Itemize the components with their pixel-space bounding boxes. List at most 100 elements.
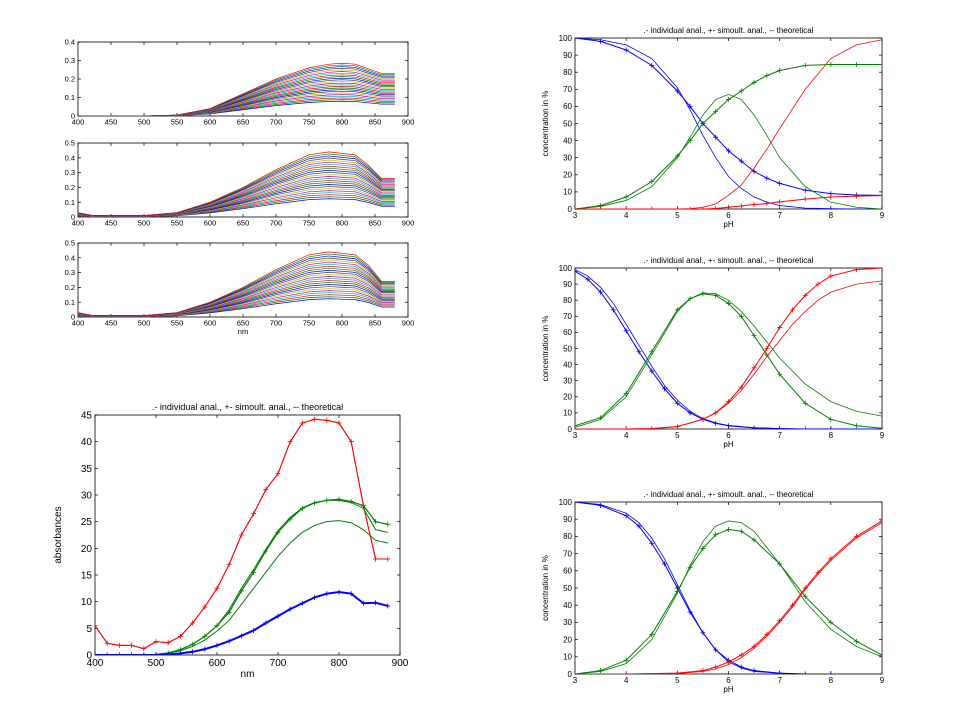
data-point-red bbox=[802, 292, 808, 298]
x-tick-label: 8 bbox=[829, 431, 834, 440]
data-point-blue bbox=[636, 349, 642, 355]
data-point-blue bbox=[802, 187, 808, 193]
y-tick-label: 70 bbox=[563, 85, 572, 94]
data-point-blue bbox=[373, 600, 379, 606]
y-tick-label: 0 bbox=[71, 112, 75, 121]
data-point-green bbox=[777, 371, 783, 377]
data-point-green bbox=[348, 498, 354, 504]
y-tick-label: 50 bbox=[563, 584, 572, 593]
y-tick-label: 0 bbox=[86, 651, 92, 662]
series-line-red-1 bbox=[95, 418, 388, 650]
data-point-green bbox=[700, 121, 706, 126]
data-point-green bbox=[700, 545, 706, 551]
y-tick-label: 40 bbox=[563, 601, 572, 610]
x-tick-label: 900 bbox=[392, 658, 409, 669]
data-point-red bbox=[879, 193, 882, 199]
x-tick-label: 600 bbox=[204, 319, 217, 328]
data-point-blue bbox=[324, 591, 330, 597]
y-tick-label: 0 bbox=[568, 670, 573, 679]
y-tick-label: 90 bbox=[563, 515, 572, 524]
x-tick-label: 450 bbox=[105, 118, 118, 127]
x-tick-label: 700 bbox=[270, 118, 283, 127]
data-point-red bbox=[764, 201, 770, 207]
plot-area bbox=[78, 151, 395, 217]
y-tick-label: 60 bbox=[563, 567, 572, 576]
data-point-green bbox=[336, 496, 342, 502]
data-point-blue bbox=[777, 180, 783, 186]
spectra-panel-1: 400 450 500 550 600 650 700 750 800 850 900 0 0.1 0.2… bbox=[65, 38, 415, 127]
data-point-green bbox=[738, 313, 744, 319]
y-tick-label: 20 bbox=[81, 544, 93, 555]
data-point-blue bbox=[141, 652, 147, 655]
y-tick-label: 10 bbox=[563, 653, 572, 662]
x-tick-label: 5 bbox=[675, 431, 680, 440]
data-point-red bbox=[802, 196, 808, 202]
data-point-blue bbox=[828, 671, 834, 674]
y-tick-label: 0.2 bbox=[65, 75, 75, 84]
data-point-red bbox=[751, 202, 757, 208]
data-point-blue bbox=[649, 62, 655, 68]
spectrum-curve bbox=[78, 251, 395, 316]
data-point-green bbox=[802, 400, 808, 406]
data-point-blue bbox=[263, 620, 269, 626]
data-point-blue bbox=[649, 540, 655, 546]
y-axis-label: absorbances bbox=[53, 506, 64, 563]
data-point-green bbox=[828, 416, 834, 422]
y-tick-label: 0.4 bbox=[65, 253, 75, 262]
data-point-blue bbox=[275, 613, 281, 619]
data-point-blue bbox=[226, 638, 232, 644]
y-tick-label: 0.5 bbox=[65, 139, 75, 148]
data-point-blue bbox=[116, 652, 122, 655]
data-point-green bbox=[802, 62, 808, 68]
data-point-blue bbox=[828, 426, 834, 429]
data-point-green bbox=[828, 619, 834, 625]
data-point-blue bbox=[802, 671, 808, 674]
data-point-blue bbox=[104, 652, 110, 655]
data-point-blue bbox=[623, 47, 629, 53]
data-point-red bbox=[879, 518, 882, 524]
y-tick-label: 20 bbox=[563, 171, 572, 180]
x-tick-label: 550 bbox=[171, 219, 184, 228]
data-point-blue bbox=[575, 268, 578, 274]
plot-area bbox=[575, 38, 882, 209]
series-line-green-2 bbox=[575, 529, 882, 674]
data-point-blue bbox=[802, 426, 808, 429]
data-point-blue bbox=[674, 400, 680, 406]
x-tick-label: 700 bbox=[270, 319, 283, 328]
y-tick-label: 0.1 bbox=[65, 298, 75, 307]
x-tick-label: 7 bbox=[777, 211, 782, 220]
y-tick-label: 0.3 bbox=[65, 56, 75, 65]
x-tick-label: 800 bbox=[336, 219, 349, 228]
y-tick-label: 40 bbox=[563, 136, 572, 145]
x-tick-label: 800 bbox=[331, 658, 348, 669]
data-point-red bbox=[623, 206, 629, 209]
series-line-blue-5 bbox=[95, 591, 389, 655]
data-point-green bbox=[828, 62, 834, 68]
x-tick-label: 550 bbox=[171, 319, 184, 328]
y-tick-label: 60 bbox=[563, 102, 572, 111]
plot-frame bbox=[94, 414, 401, 656]
data-point-blue bbox=[177, 650, 183, 655]
y-tick-label: 50 bbox=[563, 119, 572, 128]
data-point-green bbox=[726, 300, 731, 306]
x-axis-label: pH bbox=[723, 220, 733, 229]
y-tick-label: 10 bbox=[563, 409, 572, 418]
x-tick-label: 700 bbox=[270, 658, 287, 669]
spectrum-curve bbox=[78, 151, 395, 216]
series-line-green-2 bbox=[575, 293, 882, 429]
x-tick-label: 400 bbox=[72, 219, 85, 228]
y-tick-label: 80 bbox=[563, 532, 572, 541]
data-point-blue bbox=[623, 513, 629, 519]
data-point-green bbox=[738, 528, 744, 534]
data-point-blue bbox=[738, 158, 744, 164]
data-point-blue bbox=[713, 134, 719, 140]
x-tick-label: 800 bbox=[336, 118, 349, 127]
y-tick-label: 0.3 bbox=[65, 168, 75, 177]
x-tick-label: 3 bbox=[573, 431, 578, 440]
data-point-blue bbox=[238, 633, 244, 639]
y-tick-label: 50 bbox=[563, 344, 572, 353]
data-point-green bbox=[853, 423, 859, 429]
data-point-red bbox=[828, 194, 834, 200]
absorbance-chart: 400 500 600 700 800 900 0 5 10 15 20 25 30 35 40 45 .- i… bbox=[53, 402, 409, 680]
